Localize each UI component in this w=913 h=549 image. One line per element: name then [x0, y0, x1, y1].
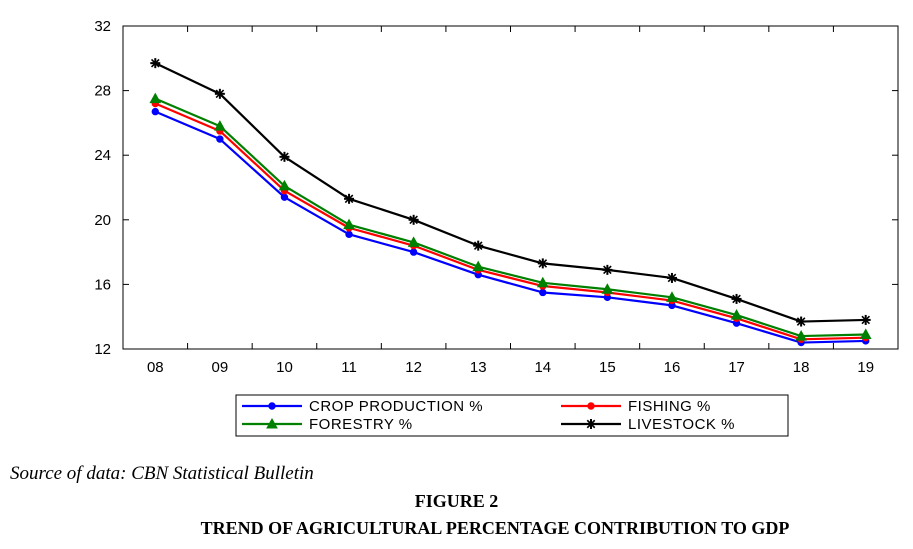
data-point: [472, 260, 485, 272]
x-tick-label: 19: [857, 359, 874, 376]
data-point: [860, 314, 871, 325]
data-point: [731, 293, 742, 304]
star-stroke: [280, 152, 289, 162]
star-stroke: [667, 273, 677, 283]
data-point: [602, 264, 613, 275]
figure-title: TREND OF AGRICULTURAL PERCENTAGE CONTRIB…: [200, 518, 790, 538]
y-tick-label: 16: [94, 276, 111, 293]
data-point: [601, 283, 614, 294]
legend-label: FISHING %: [628, 398, 711, 415]
legend-entry-0: CROP PRODUCTION %: [242, 398, 483, 415]
x-axis: 08 09 10 11 12 13 14 15 16 17 18 19: [147, 26, 874, 376]
data-point: [151, 107, 159, 116]
data-point: [150, 58, 161, 69]
series-line: [154, 62, 866, 323]
data-point: [268, 402, 276, 410]
legend-label: CROP PRODUCTION %: [309, 398, 483, 415]
figure-number: FIGURE 2: [414, 491, 499, 511]
star-stroke: [603, 265, 612, 275]
legend-entry-1: FISHING %: [561, 398, 711, 415]
data-point: [214, 120, 226, 131]
legend-label: FORESTRY %: [309, 416, 413, 433]
star-stroke: [586, 419, 596, 429]
data-point: [343, 218, 355, 230]
star-stroke: [150, 58, 160, 68]
data-point: [666, 272, 677, 283]
data-point: [587, 402, 595, 410]
y-tick-label: 28: [94, 83, 111, 100]
x-tick-label: 17: [728, 359, 745, 376]
data-point: [345, 230, 353, 239]
data-point: [279, 151, 290, 162]
y-tick-label: 20: [94, 212, 111, 229]
data-point: [539, 288, 547, 297]
data-point: [266, 417, 278, 429]
star-stroke: [732, 294, 741, 304]
x-tick-label: 14: [534, 359, 551, 376]
line-chart: 12 16 20 24 28 32 08 09 10 11 12 13 14 15 16 17 18 19 CR…: [94, 18, 899, 437]
data-point: [278, 179, 291, 191]
legend: CROP PRODUCTION % FISHING % FORESTRY % LIVE…: [235, 394, 789, 437]
series-0: [151, 107, 870, 347]
series-2: [149, 92, 872, 341]
x-tick-label: 15: [599, 359, 616, 376]
legend-label: LIVESTOCK %: [628, 416, 735, 433]
x-tick-label: 12: [405, 359, 422, 376]
star-stroke: [409, 215, 418, 225]
plot-frame: [122, 25, 899, 350]
data-point: [537, 258, 548, 269]
data-point: [407, 236, 420, 247]
legend-entry-3: LIVESTOCK %: [561, 416, 735, 433]
series-line: [154, 110, 866, 344]
star-stroke: [796, 317, 806, 326]
legend-entry-2: FORESTRY %: [242, 416, 413, 433]
data-point: [409, 248, 418, 256]
x-tick-label: 11: [341, 359, 357, 376]
series-1: [151, 99, 870, 344]
plot-area: [122, 25, 899, 350]
x-tick-label: 08: [147, 359, 164, 376]
y-tick-label: 32: [94, 18, 111, 35]
data-point: [408, 214, 419, 225]
star-stroke: [538, 259, 548, 268]
series-3: [150, 58, 871, 327]
x-tick-label: 10: [276, 359, 293, 376]
data-point: [216, 135, 224, 143]
x-tick-label: 16: [664, 359, 681, 376]
x-tick-label: 18: [793, 359, 810, 376]
y-tick-label: 24: [94, 147, 111, 164]
series-layer: [149, 58, 872, 347]
legend-box: [235, 394, 789, 437]
data-point: [586, 419, 596, 429]
y-tick-label: 12: [94, 341, 111, 358]
star-stroke: [215, 89, 225, 99]
data-point: [796, 316, 807, 327]
series-line: [154, 102, 866, 341]
star-stroke: [473, 241, 483, 250]
star-stroke: [344, 194, 354, 204]
data-point: [730, 309, 743, 320]
data-point: [214, 88, 225, 99]
data-point: [859, 328, 872, 339]
data-point: [473, 240, 484, 251]
source-note: Source of data: CBN Statistical Bulletin: [10, 463, 314, 484]
x-tick-label: 13: [470, 359, 487, 376]
data-point: [149, 92, 162, 104]
x-tick-label: 09: [212, 359, 229, 376]
y-axis: 12 16 20 24 28 32: [94, 18, 898, 358]
data-point: [795, 330, 807, 341]
data-point: [344, 193, 355, 204]
data-point: [536, 276, 549, 288]
data-point: [280, 193, 289, 201]
series-line: [154, 97, 866, 338]
star-stroke: [861, 315, 871, 325]
data-point: [666, 291, 678, 302]
